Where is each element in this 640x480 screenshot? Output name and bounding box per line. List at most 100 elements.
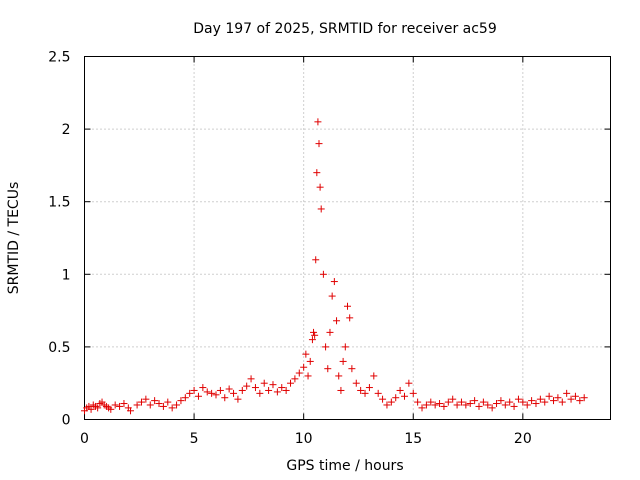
data-point: [457, 398, 465, 406]
data-point: [230, 389, 238, 397]
x-tick-label: 20: [514, 431, 532, 447]
x-tick-label: 15: [404, 431, 422, 447]
data-point: [300, 363, 308, 371]
data-point: [414, 398, 422, 406]
data-point: [576, 397, 584, 405]
data-point: [151, 397, 159, 405]
data-point: [265, 386, 273, 394]
data-point: [400, 392, 408, 400]
data-point: [337, 386, 345, 394]
data-point: [314, 118, 322, 126]
data-point: [352, 379, 360, 387]
data-point: [194, 392, 202, 400]
data-point: [155, 400, 163, 408]
data-point: [260, 379, 268, 387]
data-point: [396, 386, 404, 394]
data-point: [466, 400, 474, 408]
data-point: [339, 357, 347, 365]
data-point: [501, 401, 509, 409]
data-point: [554, 394, 562, 402]
data-point: [580, 394, 588, 402]
data-point: [287, 379, 295, 387]
chart-title: Day 197 of 2025, SRMTID for receiver ac5…: [193, 21, 497, 37]
data-point: [571, 392, 579, 400]
data-point: [278, 384, 286, 392]
y-tick-label: 1: [62, 267, 71, 283]
data-point: [357, 386, 365, 394]
data-point: [177, 397, 185, 405]
data-point: [519, 398, 527, 406]
y-tick-label: 0.5: [48, 340, 70, 356]
data-point: [111, 401, 119, 409]
data-point: [190, 386, 198, 394]
data-point: [234, 395, 242, 403]
data-point: [550, 397, 558, 405]
data-point: [383, 401, 391, 409]
data-point: [387, 398, 395, 406]
data-point: [317, 205, 325, 213]
data-point: [444, 398, 452, 406]
data-point: [558, 398, 566, 406]
data-point: [238, 386, 246, 394]
data-point: [316, 183, 324, 191]
grid: [84, 56, 611, 420]
y-axis-label: SRMTID / TECUs: [6, 182, 22, 295]
data-point: [453, 401, 461, 409]
data-point: [392, 394, 400, 402]
data-point: [94, 404, 102, 412]
data-point: [186, 389, 194, 397]
data-point: [488, 404, 496, 412]
x-tick-label: 10: [295, 431, 313, 447]
data-point: [212, 391, 220, 399]
data-point: [203, 388, 211, 396]
data-point: [273, 388, 281, 396]
data-point: [532, 400, 540, 408]
data-point: [422, 401, 430, 409]
data-point: [379, 395, 387, 403]
data-point: [312, 256, 320, 264]
data-point: [159, 402, 167, 410]
data-points: [81, 118, 588, 415]
data-point: [497, 397, 505, 405]
data-point: [247, 375, 255, 383]
data-point: [528, 397, 536, 405]
data-point: [493, 400, 501, 408]
data-point: [87, 405, 95, 413]
data-point: [146, 401, 154, 409]
y-tick-label: 1.5: [48, 195, 70, 211]
data-point: [107, 405, 115, 413]
data-point: [116, 402, 124, 410]
data-point: [208, 389, 216, 397]
data-point: [173, 401, 181, 409]
data-point: [436, 400, 444, 408]
data-point: [346, 314, 354, 322]
data-point: [523, 401, 531, 409]
data-point: [142, 395, 150, 403]
plot-frame: [84, 56, 611, 420]
y-tick-labels: 0 0.5 1 1.5 2 2.5: [48, 50, 70, 429]
data-point: [333, 317, 341, 325]
data-point: [306, 357, 314, 365]
data-point: [449, 395, 457, 403]
data-point: [440, 402, 448, 410]
y-tick-label: 2: [62, 122, 71, 138]
data-point: [431, 401, 439, 409]
x-tick-label: 0: [80, 431, 89, 447]
data-point: [243, 382, 251, 390]
data-point: [475, 402, 483, 410]
data-point: [137, 398, 145, 406]
axis-ticks: [84, 56, 611, 420]
data-point: [324, 365, 332, 373]
data-point: [225, 385, 233, 393]
data-point: [282, 386, 290, 394]
data-point: [462, 401, 470, 409]
data-point: [315, 140, 323, 148]
data-point: [536, 395, 544, 403]
data-point: [216, 386, 224, 394]
data-point: [328, 292, 336, 300]
data-point: [427, 398, 435, 406]
data-point: [341, 343, 349, 351]
data-point: [251, 384, 259, 392]
data-point: [304, 372, 312, 380]
